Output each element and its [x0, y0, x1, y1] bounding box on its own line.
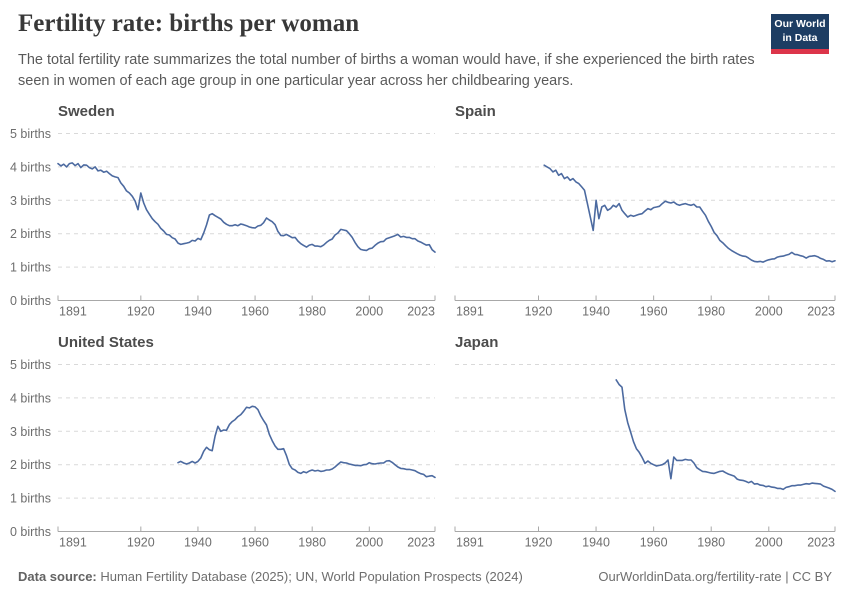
data-source-text: Human Fertility Database (2025); UN, Wor…	[96, 569, 523, 584]
x-tick-label: 1891	[456, 305, 484, 319]
y-tick-label: 2 births	[10, 458, 51, 472]
owid-logo: Our World in Data	[771, 14, 829, 54]
x-tick-label: 1920	[525, 305, 553, 319]
series-line-spain	[543, 164, 836, 263]
x-tick-label: 1920	[127, 536, 155, 550]
chart-spain: 1891 1920 1940 1960 1980 2000 2023	[454, 133, 836, 319]
x-tick-label: 1940	[184, 536, 212, 550]
x-tick-label: 1980	[697, 536, 725, 550]
y-tick-label: 2 births	[10, 227, 51, 241]
y-tick-label: 0 births	[10, 525, 51, 539]
x-tick-label: 1940	[582, 536, 610, 550]
license-label: | CC BY	[781, 569, 832, 584]
x-tick-label: 1891	[59, 305, 87, 319]
y-tick-label: 5 births	[10, 358, 51, 372]
owid-logo-line2: in Data	[782, 31, 818, 44]
panel-title-sweden: Sweden	[58, 103, 115, 120]
x-tick-label: 1940	[582, 305, 610, 319]
y-tick-label: 1 births	[10, 261, 51, 275]
x-tick-label: 1960	[241, 536, 269, 550]
y-tick-label: 4 births	[10, 160, 51, 174]
x-tick-label: 2000	[755, 305, 783, 319]
x-tick-label: 1940	[184, 305, 212, 319]
panel-title-japan: Japan	[455, 334, 499, 351]
series-line-sweden	[57, 162, 436, 253]
x-tick-label: 1980	[298, 536, 326, 550]
x-tick-label: 1960	[640, 536, 668, 550]
data-source-label: Data source:	[18, 569, 97, 584]
panel-title-united-states: United States	[58, 334, 154, 351]
series-line-united-states	[177, 405, 436, 479]
chart-japan: 1891 1920 1940 1960 1980 2000 2023	[454, 364, 836, 550]
x-tick-label: 2023	[407, 536, 435, 550]
y-tick-label: 3 births	[10, 425, 51, 439]
x-tick-label: 2023	[807, 536, 835, 550]
owid-url-link[interactable]: OurWorldinData.org/fertility-rate	[598, 569, 782, 584]
owid-logo-line1: Our World	[774, 18, 826, 31]
panel-title-spain: Spain	[455, 103, 496, 120]
chart-footer: Data source: Human Fertility Database (2…	[18, 569, 832, 584]
y-tick-label: 4 births	[10, 391, 51, 405]
footer-right: OurWorldinData.org/fertility-rate | CC B…	[598, 569, 832, 584]
chart-sweden: 0 births 1 births 2 births 3 births 4 births…	[10, 127, 436, 319]
x-tick-label: 1980	[697, 305, 725, 319]
x-tick-label: 2000	[755, 536, 783, 550]
chart-united-states: 0 births 1 births 2 births 3 births 4 births…	[10, 358, 436, 550]
x-tick-label: 2023	[807, 305, 835, 319]
x-tick-label: 2000	[355, 536, 383, 550]
data-source-note: Data source: Human Fertility Database (2…	[18, 569, 523, 584]
x-tick-label: 1891	[456, 536, 484, 550]
y-tick-label: 0 births	[10, 294, 51, 308]
y-tick-label: 1 births	[10, 492, 51, 506]
x-tick-label: 1980	[298, 305, 326, 319]
x-tick-label: 1920	[525, 536, 553, 550]
x-tick-label: 1960	[640, 305, 668, 319]
series-line-japan	[615, 379, 836, 493]
y-tick-label: 5 births	[10, 127, 51, 141]
y-tick-label: 3 births	[10, 194, 51, 208]
x-tick-label: 2023	[407, 305, 435, 319]
x-tick-label: 1891	[59, 536, 87, 550]
x-tick-label: 1960	[241, 305, 269, 319]
x-tick-label: 1920	[127, 305, 155, 319]
page-subtitle: The total fertility rate summarizes the …	[18, 52, 755, 89]
page-title: Fertility rate: births per woman	[18, 10, 360, 37]
x-tick-label: 2000	[355, 305, 383, 319]
